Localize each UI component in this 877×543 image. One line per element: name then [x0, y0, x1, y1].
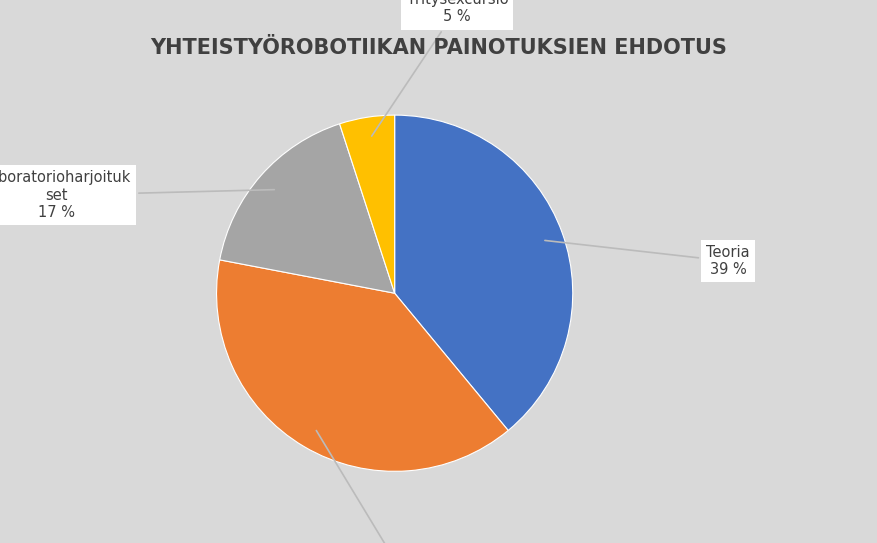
- Text: Yritysexcursio
5 %: Yritysexcursio 5 %: [372, 0, 509, 136]
- Text: Harjoitustyöt
39 %: Harjoitustyöt 39 %: [317, 431, 451, 543]
- Text: Laboratorioharjoituk
set
17 %: Laboratorioharjoituk set 17 %: [0, 171, 275, 220]
- Wedge shape: [217, 260, 508, 471]
- Text: Teoria
39 %: Teoria 39 %: [545, 241, 750, 277]
- Wedge shape: [395, 115, 573, 431]
- Wedge shape: [220, 124, 395, 293]
- Text: YHTEISTYÖROBOTIIKAN PAINOTUKSIEN EHDOTUS: YHTEISTYÖROBOTIIKAN PAINOTUKSIEN EHDOTUS: [150, 38, 727, 58]
- Wedge shape: [339, 115, 395, 293]
